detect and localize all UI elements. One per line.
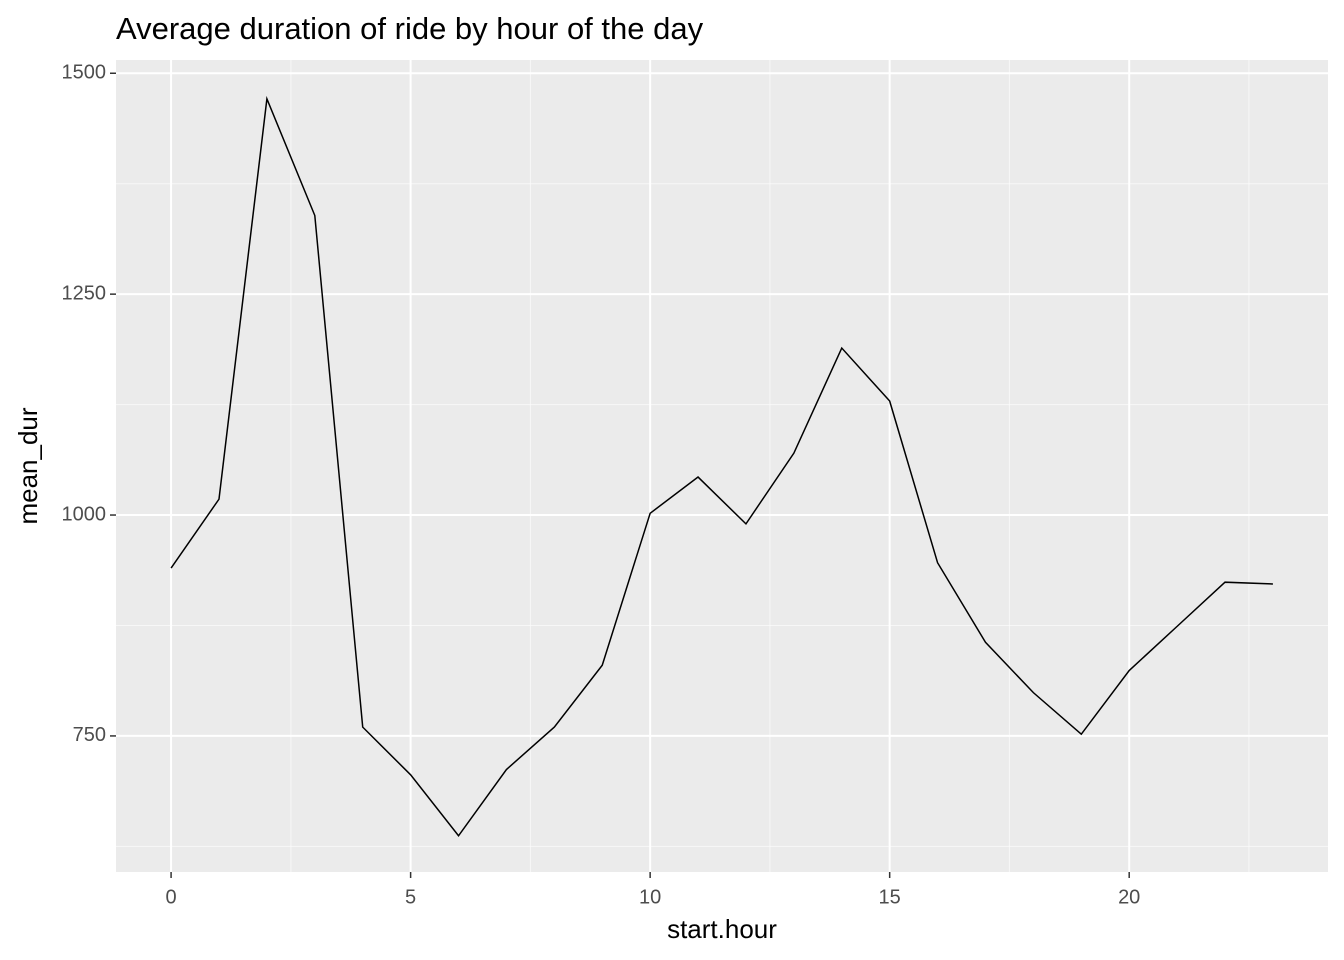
x-tick-label: 10 [639,886,661,908]
data-line [170,95,1273,838]
x-tick-label: 15 [879,886,901,908]
x-axis-title: start.hour [667,914,777,944]
y-tick-label: 750 [73,724,106,746]
x-tick-label: 5 [405,886,416,908]
panel [116,60,1328,872]
chart-title: Average duration of ride by hour of the … [116,11,704,46]
y-axis-title: mean_dur [13,407,43,524]
y-tick-label: 1500 [62,62,107,84]
y-tick-label: 1000 [62,503,107,525]
y-tick-label: 1250 [62,282,107,304]
x-tick-label: 20 [1118,886,1140,908]
x-tick-label: 0 [166,886,177,908]
